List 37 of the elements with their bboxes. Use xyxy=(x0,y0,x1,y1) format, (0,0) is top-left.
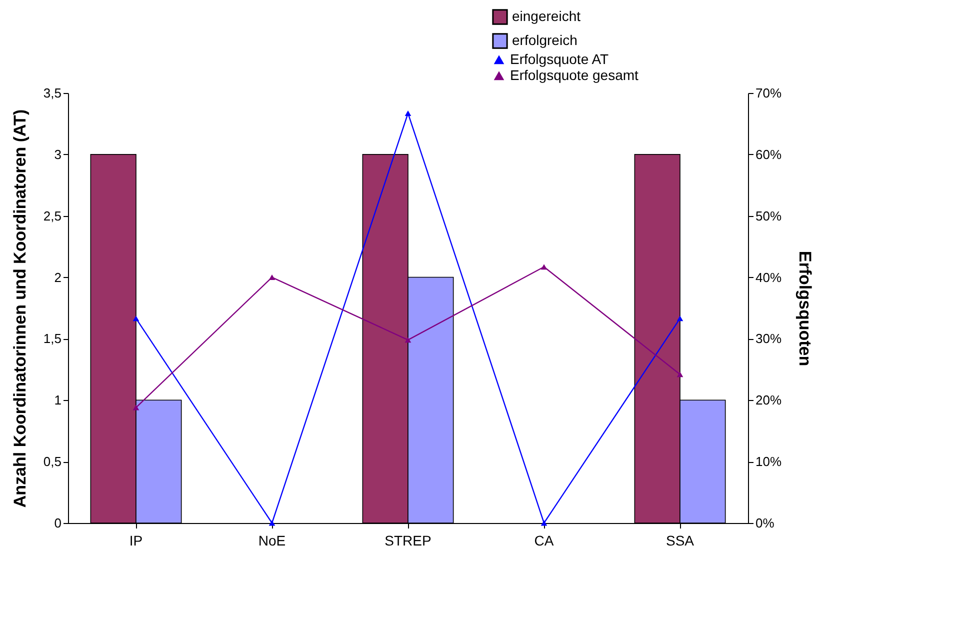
x-tick-label: IP xyxy=(129,532,143,548)
point xyxy=(132,404,140,410)
y2-tick-label: 50% xyxy=(756,208,782,224)
x-tick-label: SSA xyxy=(666,532,695,548)
y-tick-label: 2,5 xyxy=(43,208,62,224)
y2-tick-label: 20% xyxy=(756,392,782,408)
y-tick-label: 0 xyxy=(54,516,62,530)
y-tick-label: 3,5 xyxy=(43,86,62,100)
y2-tick-label: 70% xyxy=(756,86,782,100)
y-tick-label: 1,5 xyxy=(43,331,62,346)
y2-tick-label: 40% xyxy=(756,270,782,285)
y2-tick-label: 60% xyxy=(756,146,782,162)
y-tick-label: 1 xyxy=(54,392,62,408)
point xyxy=(676,316,684,322)
legend-label: eingereicht xyxy=(512,8,581,24)
point xyxy=(540,520,548,526)
y2-axis-title: Erfolgsquoten xyxy=(796,250,815,366)
y-tick-label: 3 xyxy=(54,146,62,162)
y2-tick-label: 30% xyxy=(756,331,782,346)
point xyxy=(404,337,412,343)
x-tick-label: NoE xyxy=(258,532,286,548)
y2-tick-label: 0% xyxy=(756,516,775,530)
x-tick-label: CA xyxy=(534,532,554,548)
point xyxy=(268,520,276,526)
point xyxy=(540,264,548,270)
point xyxy=(268,274,276,280)
y-tick-label: 0,5 xyxy=(43,454,62,470)
legend-label: erfolgreich xyxy=(512,32,578,48)
x-tick-label: STREP xyxy=(384,532,432,548)
y-tick-label: 2 xyxy=(54,270,62,285)
legend-label: Erfolgsquote AT xyxy=(510,51,610,67)
y-axis-title: Anzahl Koordinatorinnen und Koordinatoren (AT) xyxy=(10,109,30,508)
point xyxy=(132,316,140,322)
legend-label: Erfolgsquote gesamt xyxy=(510,67,639,83)
point xyxy=(676,372,684,378)
y2-tick-label: 10% xyxy=(756,454,782,470)
point xyxy=(404,110,412,116)
